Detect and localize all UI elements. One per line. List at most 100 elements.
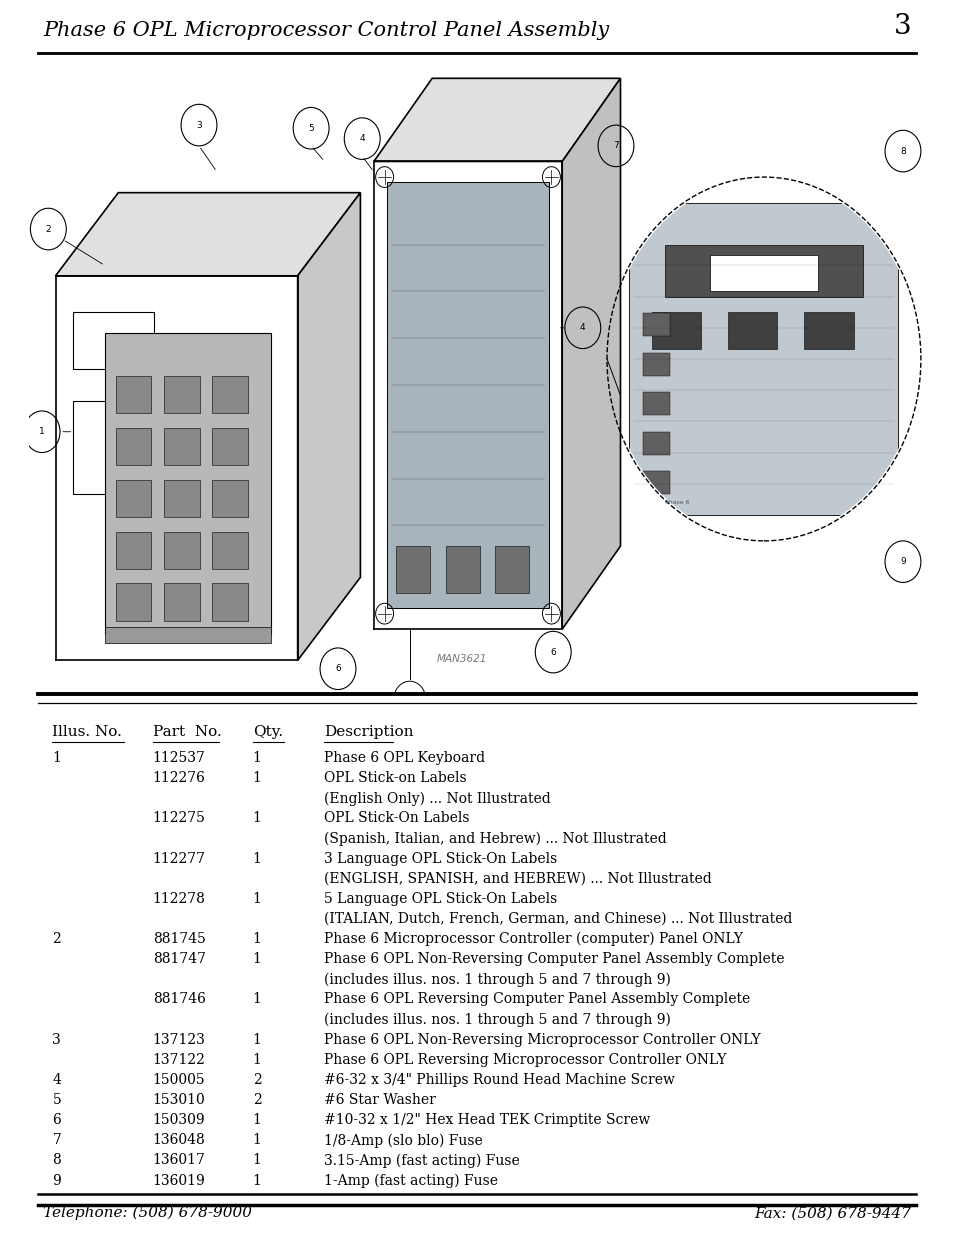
- Text: 9: 9: [52, 1173, 61, 1188]
- Text: 136048: 136048: [152, 1134, 205, 1147]
- Polygon shape: [297, 193, 360, 661]
- Text: 136017: 136017: [152, 1153, 205, 1167]
- Bar: [164, 531, 200, 569]
- Bar: [629, 203, 898, 515]
- Bar: [164, 375, 200, 412]
- Text: 1: 1: [253, 751, 261, 764]
- Text: Phase 6: Phase 6: [664, 500, 689, 505]
- Text: 1: 1: [253, 993, 261, 1007]
- Text: 1: 1: [253, 952, 261, 966]
- Text: 3: 3: [52, 1032, 61, 1047]
- Bar: [213, 479, 248, 517]
- Text: Part  No.: Part No.: [152, 725, 221, 739]
- Text: 1: 1: [253, 1052, 261, 1067]
- Text: Phase 6 OPL Microprocessor Control Panel Assembly: Phase 6 OPL Microprocessor Control Panel…: [43, 21, 608, 40]
- Bar: [105, 627, 271, 642]
- Text: 150005: 150005: [152, 1073, 205, 1087]
- Text: (English Only) ... Not Illustrated: (English Only) ... Not Illustrated: [324, 792, 551, 805]
- Bar: [651, 312, 700, 348]
- Text: 137123: 137123: [152, 1032, 205, 1047]
- Text: 9: 9: [899, 557, 905, 566]
- Bar: [213, 531, 248, 569]
- Bar: [387, 183, 548, 609]
- Bar: [642, 314, 669, 336]
- Text: 7: 7: [613, 141, 618, 151]
- Text: (ITALIAN, Dutch, French, German, and Chinese) ... Not Illustrated: (ITALIAN, Dutch, French, German, and Chi…: [324, 911, 792, 926]
- Text: Phase 6 OPL Reversing Computer Panel Assembly Complete: Phase 6 OPL Reversing Computer Panel Ass…: [324, 993, 750, 1007]
- Polygon shape: [561, 78, 619, 630]
- Text: 136019: 136019: [152, 1173, 205, 1188]
- Text: 3: 3: [196, 121, 202, 130]
- Text: Phase 6 OPL Non-Reversing Microprocessor Controller ONLY: Phase 6 OPL Non-Reversing Microprocessor…: [324, 1032, 760, 1047]
- Text: 112278: 112278: [152, 892, 205, 905]
- Bar: [709, 256, 817, 291]
- Bar: [115, 479, 152, 517]
- Polygon shape: [374, 78, 619, 162]
- Text: 1: 1: [253, 1173, 261, 1188]
- Text: 5 Language OPL Stick-On Labels: 5 Language OPL Stick-On Labels: [324, 892, 557, 905]
- Text: 8: 8: [899, 147, 905, 156]
- Text: 112537: 112537: [152, 751, 205, 764]
- Text: (Spanish, Italian, and Hebrew) ... Not Illustrated: (Spanish, Italian, and Hebrew) ... Not I…: [324, 831, 666, 846]
- Text: OPL Stick-on Labels: OPL Stick-on Labels: [324, 771, 467, 785]
- Text: 2: 2: [52, 932, 61, 946]
- Text: 137122: 137122: [152, 1052, 205, 1067]
- Bar: [115, 427, 152, 466]
- Text: 4: 4: [579, 324, 585, 332]
- Bar: [213, 583, 248, 621]
- Bar: [213, 427, 248, 466]
- Text: 2: 2: [46, 225, 51, 233]
- Bar: [73, 312, 154, 369]
- Text: 1: 1: [52, 751, 61, 764]
- Text: 1: 1: [253, 1113, 261, 1128]
- Text: #6-32 x 3/4" Phillips Round Head Machine Screw: #6-32 x 3/4" Phillips Round Head Machine…: [324, 1073, 675, 1087]
- Text: 8: 8: [52, 1153, 61, 1167]
- Polygon shape: [55, 193, 360, 275]
- Text: 112275: 112275: [152, 811, 205, 825]
- Text: 1: 1: [253, 1134, 261, 1147]
- Text: 1-Amp (fast acting) Fuse: 1-Amp (fast acting) Fuse: [324, 1173, 497, 1188]
- Text: MAN3621: MAN3621: [436, 655, 487, 664]
- Text: 112277: 112277: [152, 852, 206, 866]
- Bar: [727, 312, 777, 348]
- Text: (includes illus. nos. 1 through 5 and 7 through 9): (includes illus. nos. 1 through 5 and 7 …: [324, 1013, 671, 1028]
- Bar: [803, 312, 853, 348]
- Text: 5: 5: [52, 1093, 61, 1107]
- Text: 1: 1: [253, 852, 261, 866]
- Text: Qty.: Qty.: [253, 725, 283, 739]
- Bar: [495, 546, 529, 593]
- Text: 5: 5: [308, 124, 314, 132]
- Text: 6: 6: [52, 1113, 61, 1128]
- Text: 3 Language OPL Stick-On Labels: 3 Language OPL Stick-On Labels: [324, 852, 557, 866]
- Text: Illus. No.: Illus. No.: [52, 725, 122, 739]
- Text: Phase 6 OPL Keyboard: Phase 6 OPL Keyboard: [324, 751, 485, 764]
- Text: 881745: 881745: [152, 932, 205, 946]
- Bar: [115, 531, 152, 569]
- Text: 1: 1: [253, 892, 261, 905]
- Text: 881746: 881746: [152, 993, 205, 1007]
- Text: 1: 1: [253, 932, 261, 946]
- Text: Description: Description: [324, 725, 414, 739]
- Text: 1: 1: [253, 1032, 261, 1047]
- Text: 153010: 153010: [152, 1093, 205, 1107]
- Bar: [642, 393, 669, 415]
- Text: Telephone: (508) 678-9000: Telephone: (508) 678-9000: [43, 1205, 252, 1220]
- Bar: [73, 400, 141, 494]
- Bar: [642, 432, 669, 454]
- Text: Phase 6 OPL Reversing Microprocessor Controller ONLY: Phase 6 OPL Reversing Microprocessor Con…: [324, 1052, 726, 1067]
- Bar: [164, 479, 200, 517]
- Text: 1/8-Amp (slo blo) Fuse: 1/8-Amp (slo blo) Fuse: [324, 1134, 482, 1147]
- Text: 1: 1: [253, 811, 261, 825]
- Bar: [395, 546, 430, 593]
- Text: 1: 1: [39, 427, 45, 436]
- Bar: [642, 353, 669, 375]
- Bar: [164, 427, 200, 466]
- Bar: [115, 375, 152, 412]
- Bar: [164, 583, 200, 621]
- Text: 112276: 112276: [152, 771, 205, 785]
- Text: (ENGLISH, SPANISH, and HEBREW) ... Not Illustrated: (ENGLISH, SPANISH, and HEBREW) ... Not I…: [324, 872, 711, 885]
- Text: Phase 6 OPL Non-Reversing Computer Panel Assembly Complete: Phase 6 OPL Non-Reversing Computer Panel…: [324, 952, 784, 966]
- Text: 2: 2: [253, 1093, 261, 1107]
- Bar: [664, 245, 862, 296]
- Text: 2: 2: [253, 1073, 261, 1087]
